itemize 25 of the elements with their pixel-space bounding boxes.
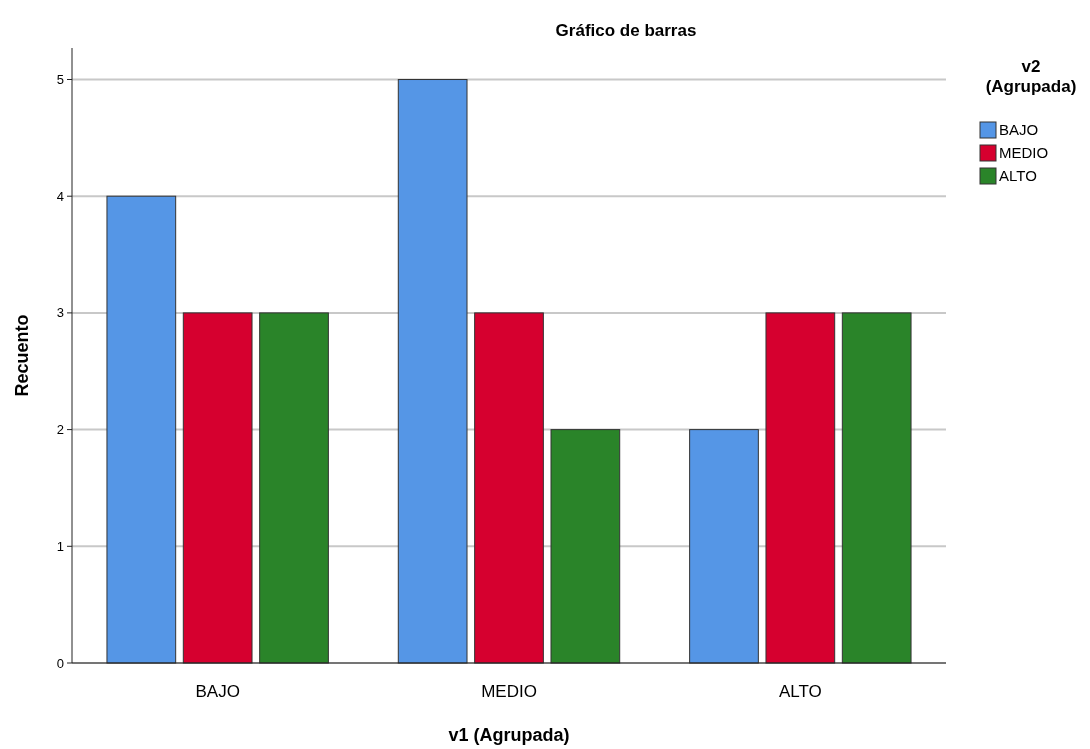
bar — [550, 429, 621, 664]
bar — [474, 312, 544, 664]
y-tick-label: 5 — [56, 72, 64, 88]
x-tick-label: MEDIO — [481, 682, 537, 701]
legend-label: MEDIO — [999, 144, 1049, 162]
x-tick-label: ALTO — [778, 682, 822, 701]
bar — [765, 312, 836, 664]
y-tick-label: 4 — [56, 188, 64, 204]
bar — [182, 312, 253, 664]
bar — [259, 312, 329, 664]
chart-title: Gráfico de barras — [555, 21, 697, 40]
x-tick-label: BAJO — [195, 682, 240, 701]
bar — [689, 429, 759, 664]
y-axis-title: Recuento — [12, 314, 32, 397]
bar — [397, 79, 468, 664]
y-tick-label: 3 — [56, 305, 64, 321]
legend-label: ALTO — [999, 167, 1037, 185]
y-tick-label: 1 — [56, 538, 64, 554]
x-axis-title: v1 (Agrupada) — [448, 725, 570, 745]
bar — [106, 195, 177, 664]
y-tick-label: 0 — [56, 655, 64, 671]
y-tick-label: 2 — [56, 422, 64, 438]
legend-label: BAJO — [999, 121, 1039, 139]
legend-title: v2 (Agrupada) — [985, 57, 1077, 96]
bar — [841, 312, 912, 664]
